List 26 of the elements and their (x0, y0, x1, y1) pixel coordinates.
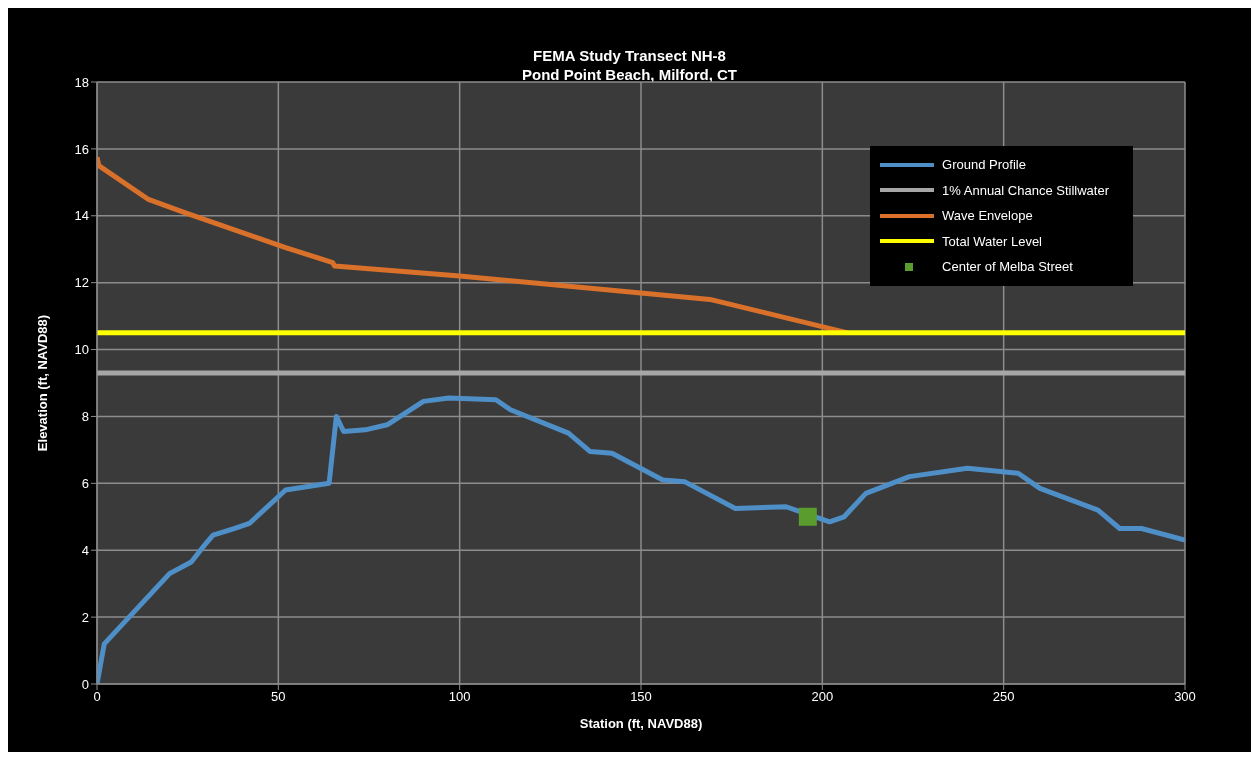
x-tick-label: 50 (271, 689, 286, 705)
y-tick-label: 14 (74, 208, 89, 224)
x-tick-label: 0 (93, 689, 101, 705)
x-tick-label: 150 (630, 689, 652, 705)
chart-subtitle: Pond Point Beach, Milford, CT (522, 66, 737, 83)
y-tick-label: 0 (81, 676, 89, 692)
legend-label: Center of Melba Street (942, 259, 1073, 275)
y-tick-label: 18 (74, 74, 89, 90)
y-tick-label: 2 (81, 609, 89, 625)
y-tick-label: 16 (74, 141, 89, 157)
y-tick-label: 8 (81, 409, 89, 425)
legend-label: 1% Annual Chance Stillwater (942, 182, 1109, 198)
x-tick-label: 100 (448, 689, 471, 705)
legend-label: Wave Envelope (942, 208, 1033, 224)
y-axis-title: Elevation (ft, NAVD88) (34, 314, 50, 452)
y-tick-label: 6 (81, 475, 89, 491)
y-tick-label: 4 (81, 542, 89, 558)
x-tick-label: 200 (811, 689, 834, 705)
legend-label: Ground Profile (942, 157, 1026, 173)
y-tick-label: 12 (74, 275, 89, 291)
legend-label: Total Water Level (942, 233, 1043, 249)
x-axis-title: Station (ft, NAVD88) (579, 716, 703, 731)
y-tick-label: 10 (74, 342, 89, 358)
x-tick-label: 250 (992, 689, 1015, 705)
chart-title: FEMA Study Transect NH-8 (532, 46, 727, 65)
x-tick-label: 300 (1174, 689, 1196, 705)
